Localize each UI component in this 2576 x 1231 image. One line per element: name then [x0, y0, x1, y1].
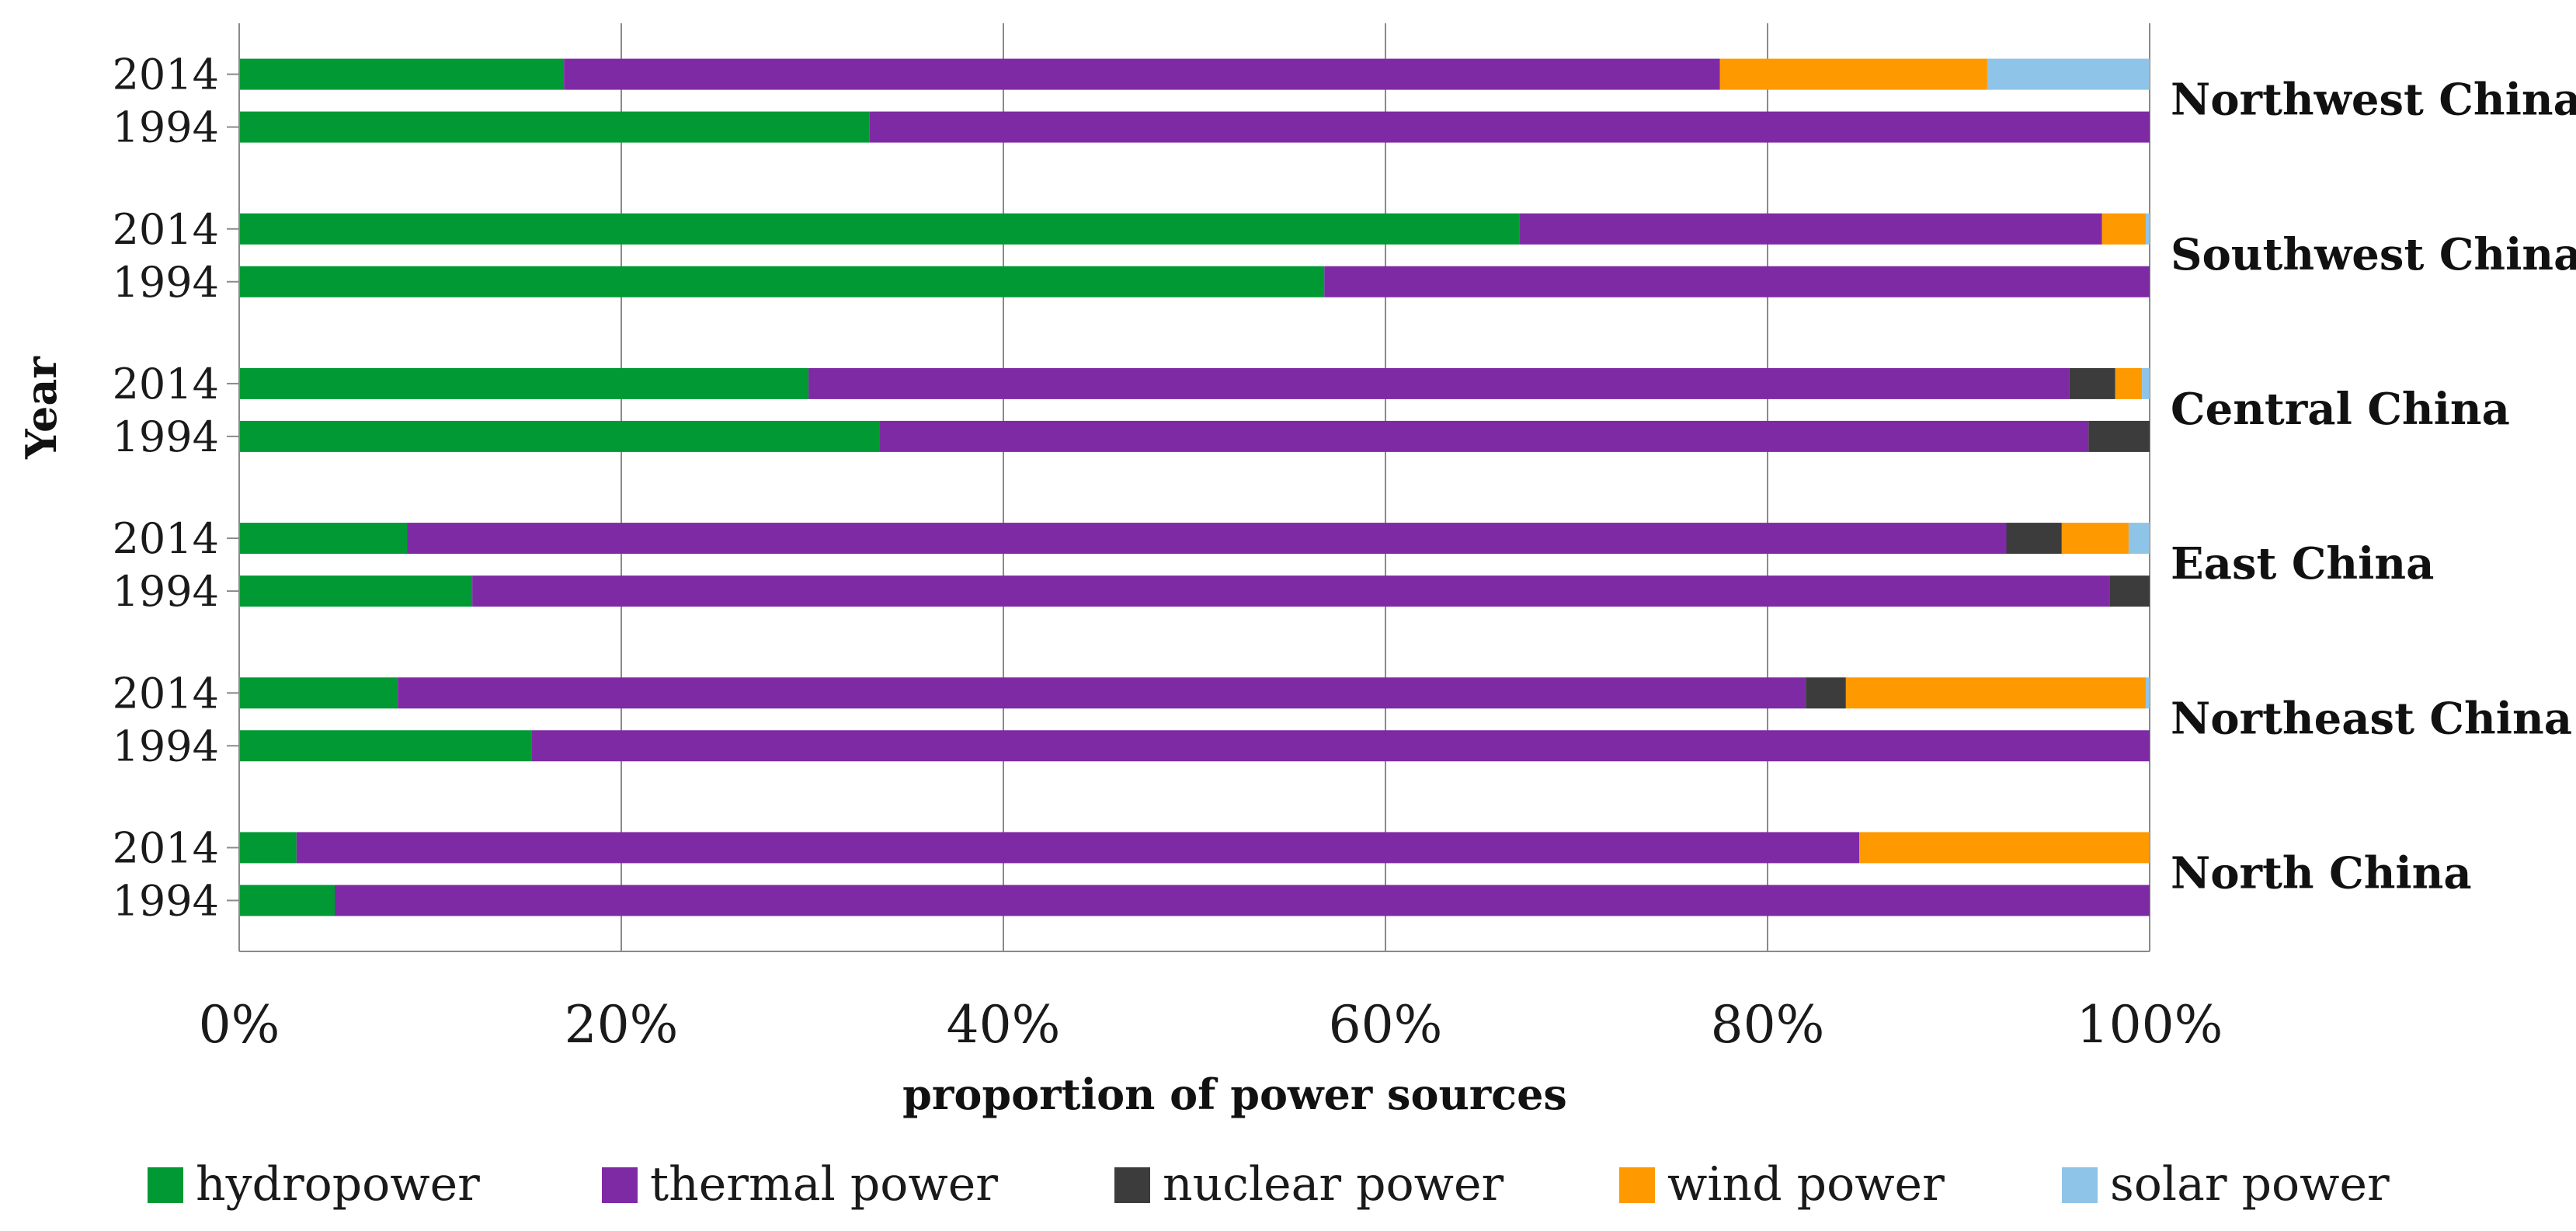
bar-segment-northeast-china-2014-wind-power	[1845, 677, 2147, 709]
x-tick-label: 40%	[947, 995, 1061, 1055]
region-label-east-china: East China	[2171, 538, 2434, 589]
x-tick-label: 100%	[2077, 995, 2223, 1055]
legend-swatch-hydropower	[148, 1167, 183, 1203]
bar-segment-north-china-1994-thermal-power	[335, 885, 2150, 916]
bar-segment-northeast-china-2014-thermal-power	[398, 677, 1806, 709]
bars	[239, 58, 2150, 916]
bar-segment-northwest-china-2014-solar-power	[1987, 58, 2150, 90]
region-label-central-china: Central China	[2171, 384, 2510, 435]
year-label: 1994	[113, 412, 219, 461]
year-label: 2014	[113, 823, 219, 872]
legend-label-wind-power: wind power	[1667, 1157, 1945, 1212]
year-label: 1994	[113, 567, 219, 616]
bar-segment-northeast-china-2014-nuclear-power	[1806, 677, 1846, 709]
bar-segment-east-china-1994-nuclear-power	[2109, 576, 2150, 607]
bar-segment-northeast-china-1994-hydropower	[239, 730, 532, 762]
bar-segment-east-china-2014-nuclear-power	[2006, 523, 2062, 555]
region-label-southwest-china: Southwest China	[2171, 229, 2576, 280]
bar-segment-central-china-2014-nuclear-power	[2069, 367, 2115, 399]
year-label: 2014	[113, 514, 219, 563]
region-label-north-china: North China	[2171, 847, 2472, 899]
bar-segment-northwest-china-2014-wind-power	[1719, 58, 1987, 90]
legend-swatch-thermal-power	[602, 1167, 638, 1203]
bar-segment-southwest-china-1994-hydropower	[239, 266, 1325, 297]
year-label: 2014	[113, 205, 219, 254]
bar-segment-northeast-china-1994-thermal-power	[531, 730, 2150, 762]
region-label-northeast-china: Northeast China	[2171, 693, 2572, 744]
region-labels: Northwest China Southwest China Central Ch…	[2171, 75, 2576, 899]
bar-segment-central-china-1994-hydropower	[239, 420, 880, 452]
bar-segment-northwest-china-1994-thermal-power	[869, 111, 2150, 143]
bar-segment-northeast-china-2014-hydropower	[239, 677, 398, 709]
bar-segment-east-china-2014-thermal-power	[407, 523, 2007, 555]
bar-segment-east-china-1994-thermal-power	[472, 576, 2110, 607]
bar-segment-north-china-1994-hydropower	[239, 885, 335, 916]
year-label: 1994	[113, 722, 219, 770]
bar-segment-central-china-2014-thermal-power	[808, 367, 2070, 399]
x-axis-title: proportion of power sources	[902, 1069, 1567, 1119]
legend-swatch-solar-power	[2062, 1167, 2098, 1203]
legend-label-hydropower: hydropower	[196, 1157, 480, 1212]
bar-segment-northwest-china-2014-thermal-power	[564, 58, 1720, 90]
axes	[227, 23, 2150, 952]
region-label-northwest-china: Northwest China	[2171, 75, 2576, 126]
x-tick-labels: 0% 20% 40% 60% 80% 100%	[199, 995, 2223, 1055]
gridlines	[621, 23, 2150, 951]
bar-segment-east-china-2014-wind-power	[2061, 523, 2129, 555]
year-label: 2014	[113, 50, 219, 99]
bar-segment-central-china-2014-solar-power	[2142, 367, 2150, 399]
x-tick-label: 0%	[199, 995, 280, 1055]
bar-segment-east-china-1994-hydropower	[239, 576, 473, 607]
bar-segment-southwest-china-2014-hydropower	[239, 213, 1520, 245]
x-tick-label: 60%	[1329, 995, 1443, 1055]
bar-segment-east-china-2014-solar-power	[2128, 523, 2150, 555]
year-label: 2014	[113, 360, 219, 409]
y-tick-labels: 2014199420141994201419942014199420141994…	[113, 50, 219, 926]
legend-label-thermal-power: thermal power	[650, 1157, 998, 1212]
x-tick-label: 20%	[565, 995, 679, 1055]
year-label: 2014	[113, 669, 219, 718]
bar-segment-northwest-china-1994-hydropower	[239, 111, 870, 143]
bar-segment-central-china-2014-hydropower	[239, 367, 809, 399]
legend-swatch-nuclear-power	[1114, 1167, 1150, 1203]
bar-segment-central-china-1994-nuclear-power	[2088, 420, 2150, 452]
bar-segment-northeast-china-2014-solar-power	[2146, 677, 2150, 709]
year-label: 1994	[113, 258, 219, 307]
bar-segment-southwest-china-1994-thermal-power	[1324, 266, 2150, 297]
bar-segment-southwest-china-2014-solar-power	[2146, 213, 2150, 245]
y-axis-title: Year	[16, 356, 66, 460]
bar-segment-east-china-2014-hydropower	[239, 523, 408, 555]
year-label: 1994	[113, 876, 219, 925]
bar-segment-northwest-china-2014-hydropower	[239, 58, 565, 90]
bar-segment-north-china-2014-thermal-power	[296, 832, 1860, 864]
bar-segment-central-china-1994-thermal-power	[879, 420, 2089, 452]
bar-segment-southwest-china-2014-thermal-power	[1519, 213, 2102, 245]
legend-label-nuclear-power: nuclear power	[1163, 1157, 1504, 1212]
bar-segment-north-china-2014-wind-power	[1859, 832, 2150, 864]
year-label: 1994	[113, 103, 219, 152]
legend-label-solar-power: solar power	[2110, 1157, 2390, 1212]
bar-segment-southwest-china-2014-wind-power	[2101, 213, 2147, 245]
bar-segment-central-china-2014-wind-power	[2115, 367, 2143, 399]
x-tick-label: 80%	[1711, 995, 1825, 1055]
legend-swatch-wind-power	[1619, 1167, 1655, 1203]
bar-segment-north-china-2014-hydropower	[239, 832, 297, 864]
legend: hydropower thermal power nuclear power wind…	[148, 1157, 2390, 1212]
